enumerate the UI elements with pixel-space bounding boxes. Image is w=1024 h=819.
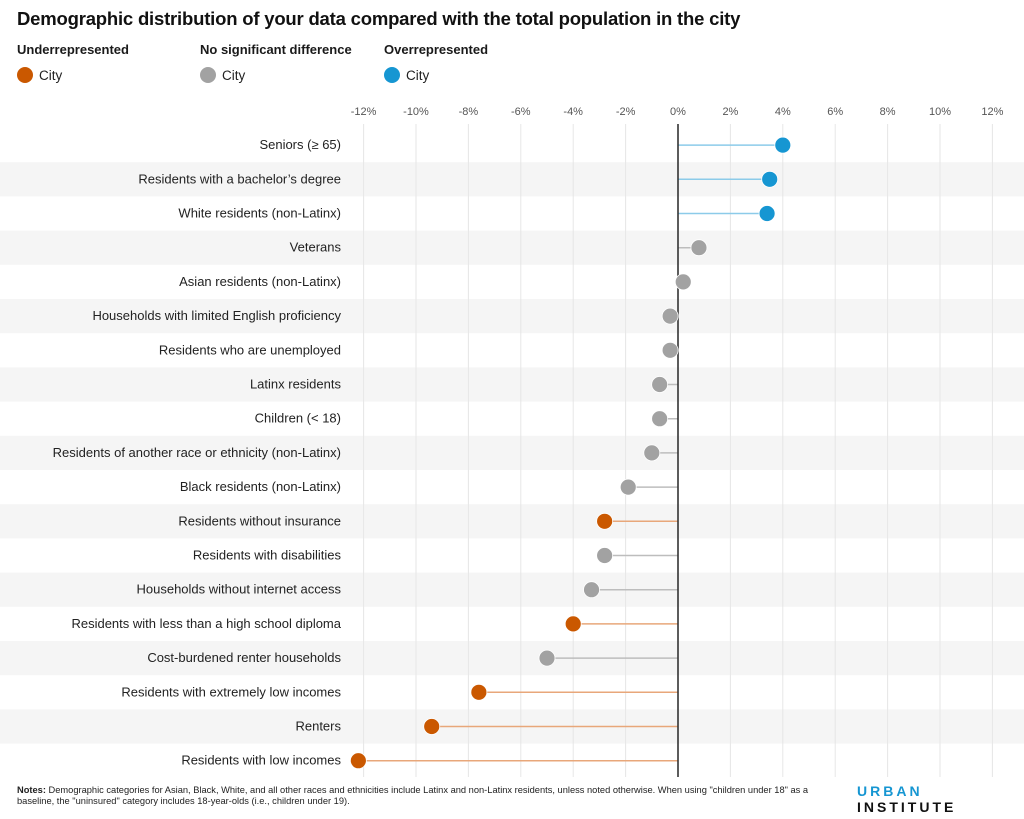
data-point xyxy=(651,376,669,393)
category-label: Veterans xyxy=(290,240,342,255)
data-point xyxy=(583,581,600,599)
category-label: Residents without insurance xyxy=(178,513,341,528)
data-point xyxy=(596,547,614,564)
row-band xyxy=(0,299,1024,334)
x-tick-label: 12% xyxy=(981,106,1003,118)
category-label: Children (< 18) xyxy=(255,411,341,426)
category-label: Residents who are unemployed xyxy=(159,342,341,357)
row-band xyxy=(0,572,1024,607)
category-label: Seniors (≥ 65) xyxy=(259,137,341,152)
category-label: Residents with low incomes xyxy=(181,753,341,768)
data-point xyxy=(423,718,441,735)
legend-heading: Underrepresented xyxy=(17,42,129,57)
category-label: White residents (non-Latinx) xyxy=(178,206,341,221)
category-label: Cost-burdened renter households xyxy=(147,650,341,665)
data-point xyxy=(538,649,556,667)
notes-text: Demographic categories for Asian, Black,… xyxy=(17,785,809,806)
data-point xyxy=(661,341,679,359)
data-point xyxy=(661,307,679,325)
dots xyxy=(349,136,792,770)
x-tick-label: -6% xyxy=(511,106,531,118)
stems xyxy=(358,144,783,762)
data-point xyxy=(596,512,614,530)
row-band xyxy=(0,230,1024,265)
legend-overrepresented: Overrepresented City xyxy=(384,42,488,83)
category-label: Black residents (non-Latinx) xyxy=(180,479,341,494)
data-point xyxy=(349,752,367,770)
row-band xyxy=(0,162,1024,197)
data-point xyxy=(690,239,708,257)
x-tick-label: -2% xyxy=(616,106,636,118)
x-tick-label: -8% xyxy=(459,106,479,118)
x-tick-label: 0% xyxy=(670,106,686,118)
notes-label: Notes: xyxy=(17,785,46,795)
urban-institute-logo: URBAN INSTITUTE xyxy=(857,783,1024,815)
category-label: Residents with less than a high school d… xyxy=(71,616,341,631)
x-axis-ticks: -12% -10% -8% -6% -4% -2% 0% 2% 4% 6% 8% 10% 12% xyxy=(351,106,1004,118)
legend-underrepresented: Underrepresented City xyxy=(17,42,129,83)
category-label: Households without internet access xyxy=(136,582,341,597)
row-band xyxy=(0,504,1024,539)
category-label: Residents of another race or ethnicity (… xyxy=(53,445,341,460)
legend-label: City xyxy=(39,67,63,83)
row-bands xyxy=(0,162,1024,744)
category-label: Residents with a bachelor’s degree xyxy=(138,171,341,186)
category-label: Asian residents (non-Latinx) xyxy=(179,274,341,289)
row-band xyxy=(0,641,1024,676)
logo-institute: INSTITUTE xyxy=(857,799,957,815)
data-point xyxy=(470,683,488,701)
legend-heading: Overrepresented xyxy=(384,42,489,57)
category-label: Latinx residents xyxy=(250,377,342,392)
data-point xyxy=(651,410,669,428)
x-tick-label: 4% xyxy=(775,106,791,118)
legend-heading: No significant difference xyxy=(200,42,352,57)
category-labels: Seniors (≥ 65) Residents with a bachelor’… xyxy=(53,137,342,768)
x-tick-label: 8% xyxy=(880,106,896,118)
data-point xyxy=(674,273,692,291)
data-point xyxy=(619,478,637,496)
legend-label: City xyxy=(222,67,246,83)
legend-dot-icon xyxy=(200,67,216,83)
row-band xyxy=(0,367,1024,402)
category-label: Residents with extremely low incomes xyxy=(121,684,341,699)
x-tick-label: 2% xyxy=(722,106,738,118)
x-tick-label: 10% xyxy=(929,106,951,118)
x-tick-label: -4% xyxy=(563,106,583,118)
category-label: Households with limited English proficie… xyxy=(92,308,341,323)
notes: Notes: Demographic categories for Asian,… xyxy=(17,785,837,807)
legend-no-difference: No significant difference City xyxy=(200,42,352,83)
gridlines xyxy=(363,124,993,777)
category-label: Residents with disabilities xyxy=(193,548,342,563)
category-label: Renters xyxy=(295,719,341,734)
data-point xyxy=(758,205,776,222)
data-point xyxy=(774,136,792,154)
x-tick-label: -12% xyxy=(351,106,377,118)
legend-dot-icon xyxy=(17,67,33,83)
data-point xyxy=(643,444,661,462)
legend-label: City xyxy=(406,67,430,83)
legend-dot-icon xyxy=(384,67,400,83)
data-point xyxy=(761,170,779,188)
logo-urban: URBAN xyxy=(857,783,923,799)
data-point xyxy=(564,615,582,633)
x-tick-label: 6% xyxy=(827,106,843,118)
x-tick-label: -10% xyxy=(403,106,429,118)
row-band xyxy=(0,435,1024,470)
chart-title: Demographic distribution of your data co… xyxy=(17,8,741,29)
